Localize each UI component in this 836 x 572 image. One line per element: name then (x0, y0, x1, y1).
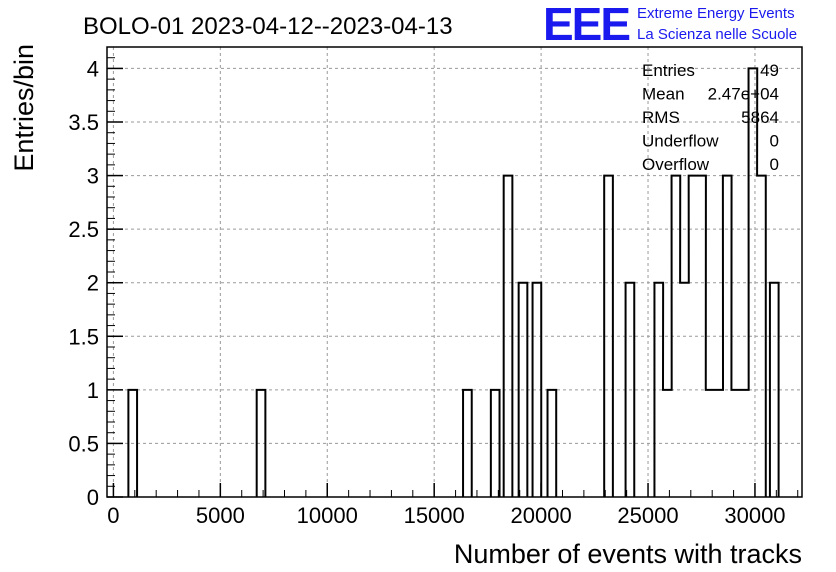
x-tick-label: 15000 (404, 503, 465, 528)
axes: 0 0.5 1 1.5 2 2.5 3 3.5 4 0 5000 10000 15000 20000 250… (68, 46, 799, 528)
y-tick-label: 3.5 (68, 110, 99, 135)
y-tick-label: 2.5 (68, 217, 99, 242)
logo-line-1: Extreme Energy Events (637, 5, 795, 22)
logo-line-2: La Scienza nelle Scuole (637, 26, 797, 43)
x-tick-label: 30000 (724, 503, 785, 528)
stat-label: Underflow (642, 132, 719, 151)
histogram-outline (127, 67, 780, 497)
x-axis-title: Number of events with tracks (454, 539, 802, 569)
y-tick-label: 4 (87, 56, 99, 81)
y-axis-title: Entries/bin (9, 44, 39, 172)
y-tick-label: 0 (87, 485, 99, 510)
stat-label: Overflow (642, 155, 710, 174)
stat-value: 0 (770, 132, 779, 151)
chart-title: BOLO-01 2023-04-12--2023-04-13 (83, 13, 453, 40)
plot-frame (106, 46, 803, 498)
stat-label: Mean (642, 85, 685, 104)
stat-value: 5864 (741, 108, 779, 127)
x-tick-label: 25000 (617, 503, 678, 528)
logo-mark: EEE (543, 0, 629, 50)
y-tick-label: 0.5 (68, 431, 99, 456)
stat-label: RMS (642, 108, 680, 127)
x-tick-label: 20000 (511, 503, 572, 528)
stat-value: 2.47e+04 (708, 85, 779, 104)
grid-lines (107, 47, 802, 497)
stats-box: Entries 49 Mean 2.47e+04 RMS 5864 Underflow 0 Ov… (642, 61, 779, 174)
stat-value: 0 (770, 155, 779, 174)
y-tick-label: 2 (87, 271, 99, 296)
y-tick-label: 1.5 (68, 324, 99, 349)
histogram-step-line (127, 67, 780, 497)
stat-value: 49 (760, 61, 779, 80)
x-tick-label: 10000 (297, 503, 358, 528)
y-tick-label: 3 (87, 164, 99, 189)
x-tick-label: 0 (107, 503, 119, 528)
x-tick-label: 5000 (196, 503, 245, 528)
stat-label: Entries (642, 61, 695, 80)
eee-logo: EEE Extreme Energy Events La Scienza nel… (543, 0, 797, 50)
y-tick-label: 1 (87, 378, 99, 403)
